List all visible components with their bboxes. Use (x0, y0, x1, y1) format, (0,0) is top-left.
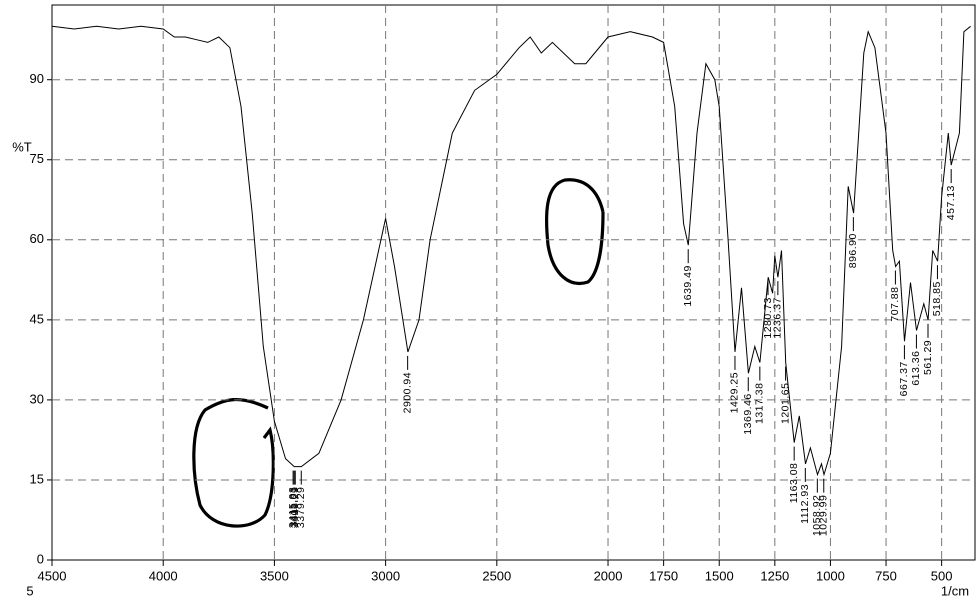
x-tick-label: 750 (875, 568, 897, 583)
peak-label: 1317.38 (754, 383, 766, 424)
y-tick-label: 45 (30, 311, 44, 326)
y-tick-label: 90 (30, 71, 44, 86)
peak-label: 3406.29 (289, 487, 301, 528)
x-tick-label: 2000 (594, 568, 623, 583)
y-tick-label: 75 (30, 151, 44, 166)
y-tick-label: 30 (30, 391, 44, 406)
peak-label: 707.88 (889, 286, 901, 321)
y-tick-label: 60 (30, 231, 44, 246)
peak-label: 3415.93 (287, 487, 299, 528)
peak-label: 518.85 (931, 281, 943, 316)
x-tick-label: 2500 (482, 568, 511, 583)
x-tick-label: 3500 (260, 568, 289, 583)
peak-label: 1369.46 (742, 393, 754, 434)
x-tick-label: 1500 (705, 568, 734, 583)
peak-label: 2900.94 (401, 372, 413, 413)
peak-label: 613.36 (910, 351, 922, 386)
y-axis-label: %T (12, 139, 32, 154)
peak-label: 1639.49 (682, 265, 694, 306)
x-tick-label: 1750 (649, 568, 678, 583)
peak-label: 3379.29 (295, 487, 307, 528)
peak-label: 667.37 (898, 361, 910, 396)
spectrum-line (51, 25, 971, 477)
peak-label: 1201.65 (779, 383, 791, 424)
peak-label: 1112.93 (799, 484, 811, 524)
corner-note: 5 (26, 583, 33, 598)
peak-label: 457.13 (945, 185, 957, 220)
peak-label: 1058.92 (811, 495, 823, 536)
peak-label: 1029.99 (818, 495, 830, 536)
peak-label: 561.29 (922, 340, 934, 375)
x-tick-label: 3000 (371, 568, 400, 583)
y-tick-label: 15 (30, 471, 44, 486)
peak-label: 1163.08 (788, 463, 800, 504)
x-tick-label: 4500 (38, 568, 67, 583)
x-tick-label: 1000 (816, 568, 845, 583)
x-tick-label: 4000 (149, 568, 178, 583)
peak-label: 1280.73 (762, 297, 774, 338)
hand-drawn-circle (545, 178, 605, 285)
peak-label: 3411.01 (288, 487, 300, 528)
peak-label: 1429.25 (729, 372, 741, 413)
x-tick-label: 500 (931, 568, 953, 583)
y-tick-label: 0 (37, 551, 44, 566)
hand-drawn-circle (192, 397, 275, 528)
x-axis-label: 1/cm (941, 583, 969, 598)
peak-label: 896.90 (847, 233, 859, 268)
peak-label: 1236.37 (772, 297, 784, 338)
x-tick-label: 1250 (760, 568, 789, 583)
plot-frame (51, 4, 976, 561)
